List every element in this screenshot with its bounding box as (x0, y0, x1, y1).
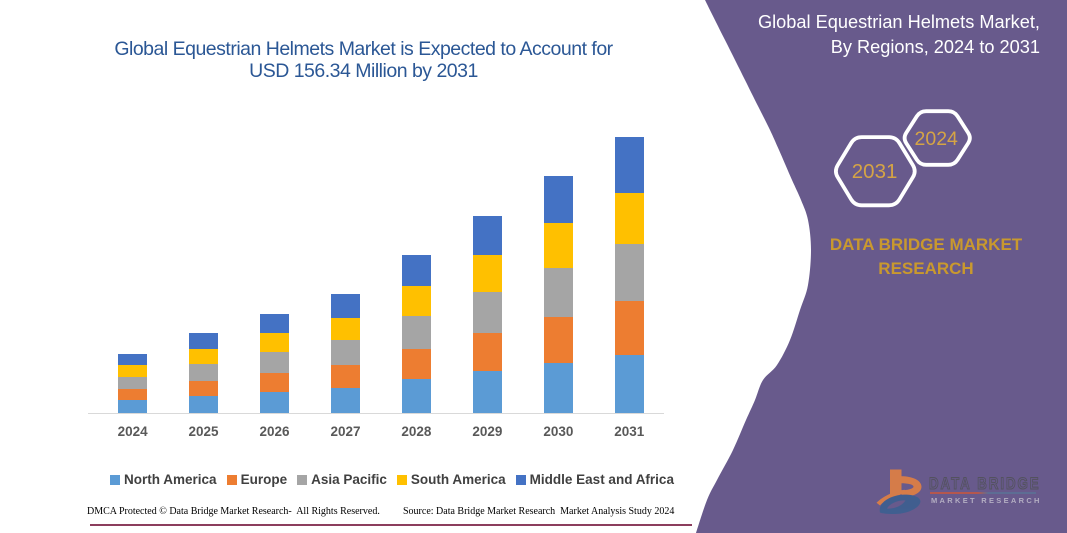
svg-text:2031: 2031 (852, 160, 898, 183)
svg-text:2024: 2024 (915, 128, 959, 150)
